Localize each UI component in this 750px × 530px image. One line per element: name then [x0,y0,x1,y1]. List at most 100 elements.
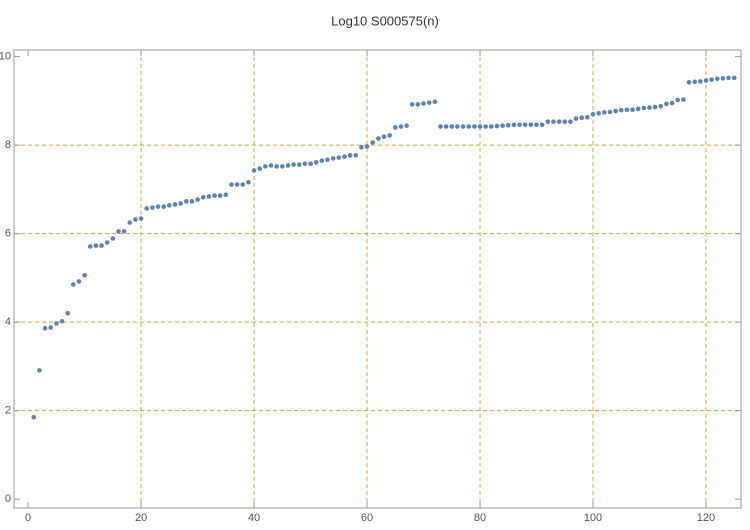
point [618,107,624,113]
y-tick-label: 8 [5,139,11,151]
point [59,318,65,324]
point [291,162,296,167]
point [658,103,664,109]
point [110,236,116,241]
y-tick-label: 10 [0,51,11,63]
point [274,164,279,169]
point [731,75,737,81]
x-tick-label: 20 [135,512,147,524]
point [573,116,579,121]
point [263,164,268,169]
point [489,124,494,129]
x-tick-label: 120 [697,512,715,524]
point [342,154,347,159]
point [539,122,545,128]
point [545,119,551,124]
point [607,109,613,115]
point [87,244,93,249]
point [466,124,472,129]
point [296,162,302,167]
point [93,243,99,248]
point [664,101,669,107]
point [596,110,601,116]
point [65,310,70,316]
point [517,122,522,128]
point [387,133,392,138]
point [200,195,206,200]
point [313,160,319,165]
point [675,97,681,103]
y-tick-label: 2 [5,405,11,417]
point [709,77,714,82]
point [511,122,517,128]
point [613,108,618,114]
point [82,272,87,278]
point [240,182,246,187]
point [398,124,404,129]
x-tick-label: 100 [584,512,602,524]
point [409,102,415,107]
point [370,140,375,145]
point [127,220,133,225]
point [585,114,590,120]
y-tick-label: 6 [5,228,11,240]
point [189,199,195,204]
point [562,119,568,124]
point [364,144,370,149]
point [455,124,460,129]
point [522,122,528,128]
plot-frame [13,49,742,509]
point [42,326,48,331]
point [104,240,110,245]
point [172,202,178,207]
point [449,124,455,129]
point [336,155,342,160]
point [460,124,466,129]
point [257,166,263,171]
point [330,156,336,161]
point [155,204,161,209]
point [37,368,42,373]
y-tick-label: 4 [5,316,11,328]
point [432,99,438,105]
point [590,111,596,117]
point [54,321,59,326]
point [217,193,223,198]
point [392,125,398,130]
point [76,279,82,284]
point [319,158,325,163]
point [635,106,641,112]
point [234,182,240,187]
point [121,229,127,234]
point [528,122,534,128]
point [116,229,121,234]
point [726,75,731,81]
point [534,122,539,128]
point [551,119,556,124]
point [206,194,212,199]
point [251,168,257,173]
point [150,205,155,210]
point [472,124,477,129]
point [579,115,585,121]
chart-title: Log10 S000575(n) [331,13,439,28]
point [415,102,421,107]
point [421,101,426,106]
x-tick-label: 80 [474,512,486,524]
point [692,79,697,85]
point [376,136,381,141]
point [353,153,359,158]
point [161,204,166,209]
point [494,123,500,129]
point [223,192,229,198]
point [347,153,353,158]
point [477,124,483,129]
point [246,180,251,185]
x-tick-label: 40 [248,512,260,524]
point [426,100,432,105]
point [652,104,658,110]
y-tick-label: 0 [5,493,11,505]
x-tick-label: 60 [361,512,373,524]
